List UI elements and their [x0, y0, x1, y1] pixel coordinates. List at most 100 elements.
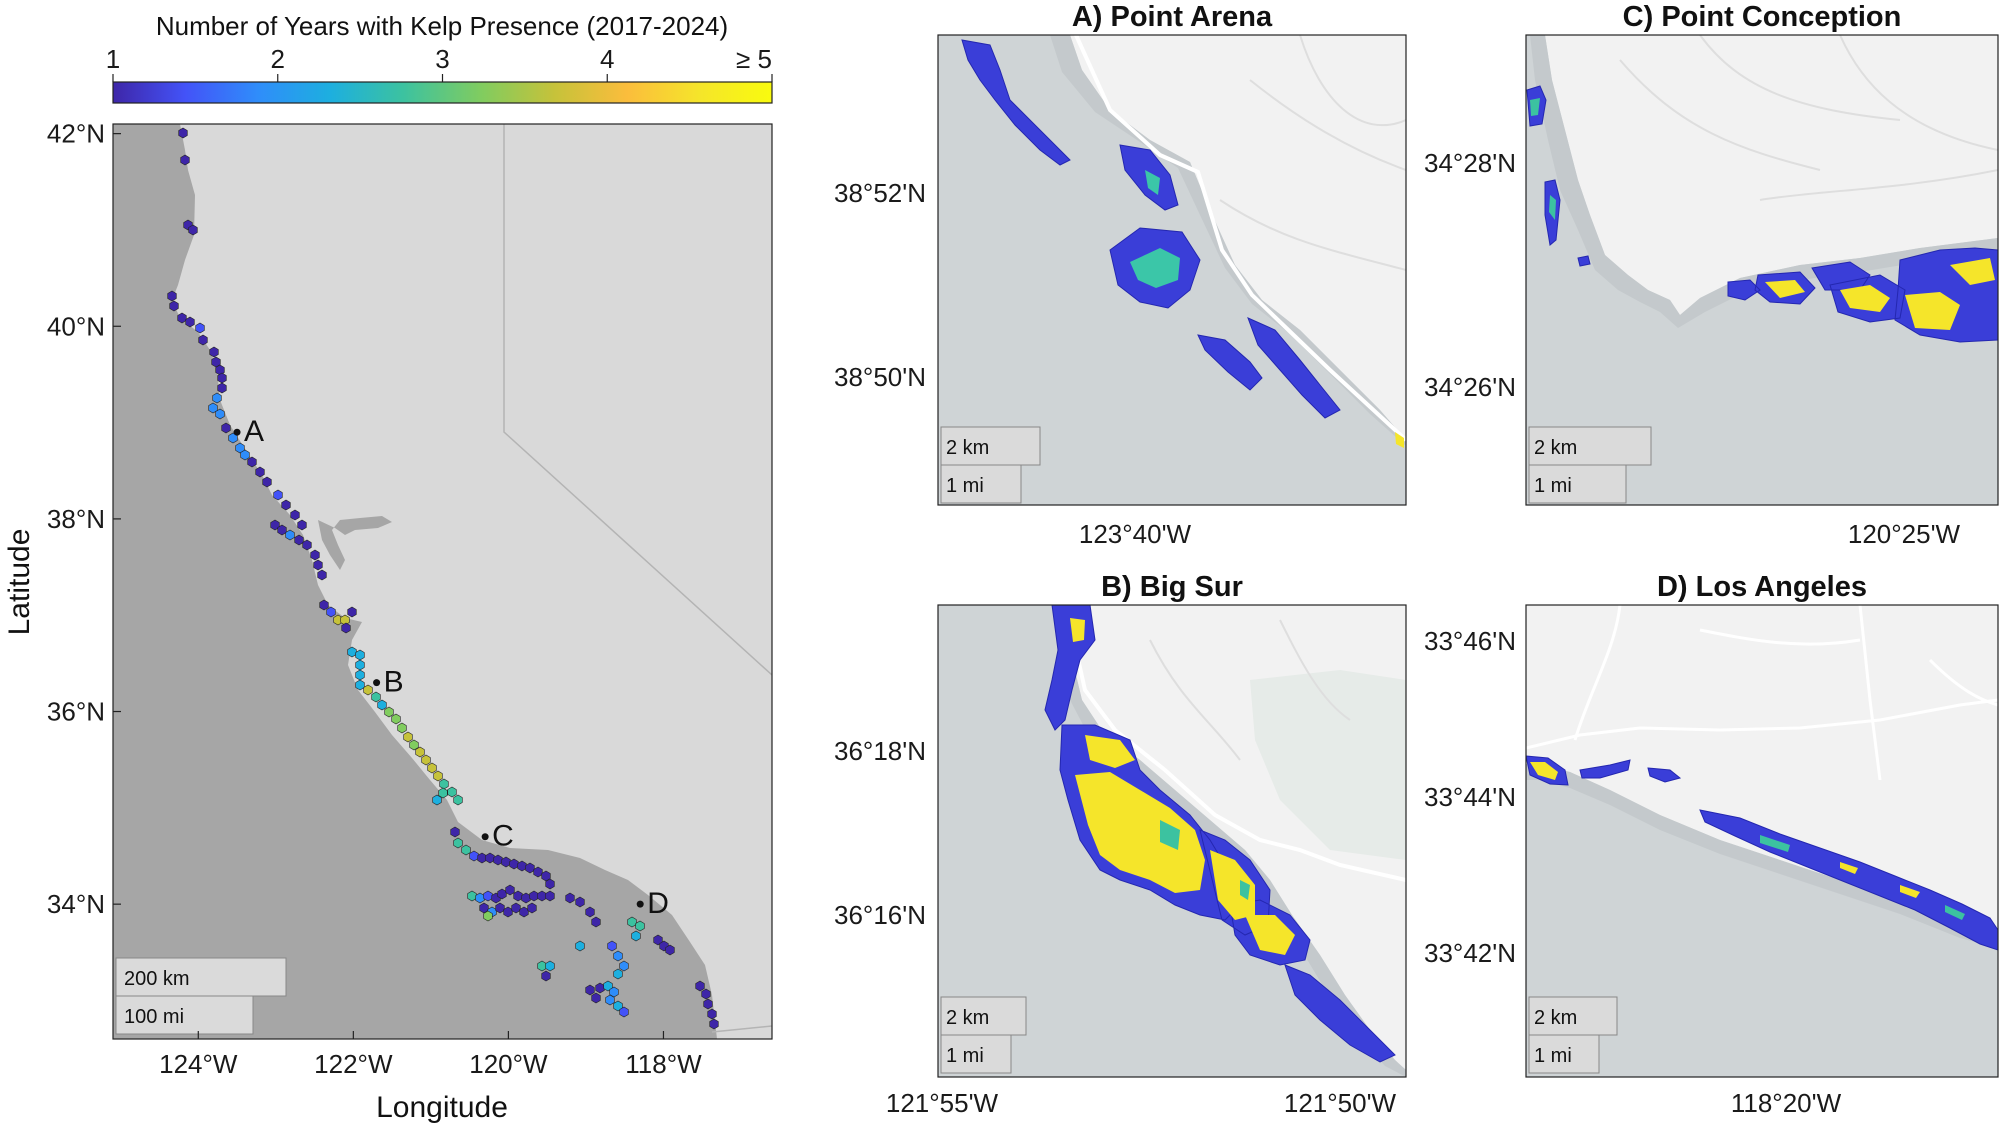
hexbin — [469, 850, 479, 862]
panel-a-frame — [937, 34, 1407, 506]
hexbin — [607, 940, 617, 952]
panel-a-scalebar-km: 2 km — [946, 437, 989, 459]
hexbin — [177, 312, 187, 324]
hexbin — [439, 778, 449, 790]
panel-d-shelf — [1526, 764, 1998, 948]
colorbar-tick-label: 1 — [106, 44, 120, 74]
hexbin — [461, 844, 471, 856]
panel-a: A) Point Arena 2 km 1 mi 38°52'N 38°50'N… — [834, 1, 1407, 549]
hexbin — [525, 862, 535, 874]
hexbin — [533, 866, 543, 878]
hexbin — [341, 622, 351, 634]
hexbin — [453, 837, 463, 849]
hexbin — [270, 519, 280, 531]
hexbin — [180, 154, 190, 166]
hexbin — [273, 489, 283, 501]
panel-a-scalebar-mi-box — [940, 464, 1022, 504]
hexbin — [483, 890, 493, 902]
panel-b-scalebar: 2 km 1 mi — [940, 996, 1027, 1074]
hexbin — [537, 890, 547, 902]
panel-b-hills — [1250, 670, 1406, 860]
hexbin — [613, 1000, 623, 1012]
hexbin — [355, 679, 365, 691]
hexbin — [397, 722, 407, 734]
panel-a-ytick-2: 38°50'N — [834, 362, 926, 392]
panel-d-scalebar-km-box — [1528, 996, 1618, 1036]
site-label-d: D — [647, 887, 669, 920]
hexbin — [619, 960, 629, 972]
overview-scalebar: 200 km 100 mi — [115, 957, 287, 1035]
panel-a-title: A) Point Arena — [1072, 1, 1273, 33]
panel-a-land — [1070, 35, 1406, 440]
hexbin — [377, 699, 387, 711]
hexbin — [302, 539, 312, 551]
hexbin — [453, 794, 463, 806]
scalebar-mi-label: 100 mi — [124, 1006, 184, 1028]
hexbin — [517, 860, 527, 872]
hexbin — [513, 890, 523, 902]
colorbar-title: Number of Years with Kelp Presence (2017… — [156, 11, 728, 41]
site-marker-d — [636, 900, 644, 908]
san-francisco-bay — [318, 516, 392, 570]
overview-x-tick-label: 120°W — [469, 1049, 548, 1079]
hexbin — [217, 372, 227, 384]
hexbin — [255, 466, 265, 478]
hexbin — [529, 890, 539, 902]
panel-c-title: C) Point Conception — [1623, 1, 1902, 33]
state-border — [503, 124, 772, 676]
panel-c-frame — [1525, 34, 1999, 506]
hexbin — [198, 334, 208, 346]
panel-b-ytick-2: 36°16'N — [834, 900, 926, 930]
panel-c-ytick-2: 34°26'N — [1424, 372, 1516, 402]
hexbin — [355, 659, 365, 671]
hexbin — [635, 920, 645, 932]
panel-b-ytick-1: 36°18'N — [834, 736, 926, 766]
hexbin — [195, 322, 205, 334]
hexbin — [221, 422, 231, 434]
panel-b-kelp-mid — [1160, 820, 1250, 900]
site-label-b: B — [384, 666, 404, 699]
hexbin — [493, 854, 503, 866]
hexbin — [537, 960, 547, 972]
hexbin — [290, 509, 300, 521]
panel-b-shelf — [1052, 605, 1406, 1077]
land — [172, 124, 772, 1039]
overview-y-tick-label: 34°N — [47, 889, 105, 919]
panel-b-scalebar-km: 2 km — [946, 1007, 989, 1029]
panel-d-roads — [1526, 605, 1998, 781]
panel-c-land — [1545, 35, 1998, 315]
hexbin — [167, 290, 177, 302]
hexbin — [575, 896, 585, 908]
hexbin — [169, 300, 179, 312]
hexbin — [235, 442, 245, 454]
hexbin — [511, 902, 521, 914]
hexbin — [505, 884, 515, 896]
hexbin — [208, 402, 218, 414]
hexbin — [371, 691, 381, 703]
colorbar: Number of Years with Kelp Presence (2017… — [106, 11, 773, 104]
site-marker-b — [373, 679, 381, 687]
colorbar-ticks: 1 2 3 4 ≥ 5 — [106, 44, 773, 82]
hexbin — [313, 559, 323, 571]
hexbin — [421, 754, 431, 766]
hexbin — [384, 706, 394, 718]
panel-c-roads — [1619, 35, 1998, 201]
hexbin — [585, 984, 595, 996]
panel-b-xtick-2: 121°50'W — [1284, 1088, 1397, 1118]
kelp-hexbins — [167, 127, 719, 1030]
overview-x-ticks: 124°W 122°W 120°W 118°W — [159, 1031, 702, 1079]
hexbin — [495, 902, 505, 914]
hexbin — [310, 549, 320, 561]
hexbin — [277, 524, 287, 536]
hexbin — [262, 476, 272, 488]
hexbin — [409, 739, 419, 751]
colorbar-tick-label: 4 — [600, 44, 614, 74]
site-markers: A B C D — [233, 415, 669, 920]
hexbin — [603, 980, 613, 992]
hexbin — [432, 794, 442, 806]
hexbin — [501, 856, 511, 868]
hexbin — [188, 224, 198, 236]
panel-b-highway — [1064, 605, 1406, 882]
